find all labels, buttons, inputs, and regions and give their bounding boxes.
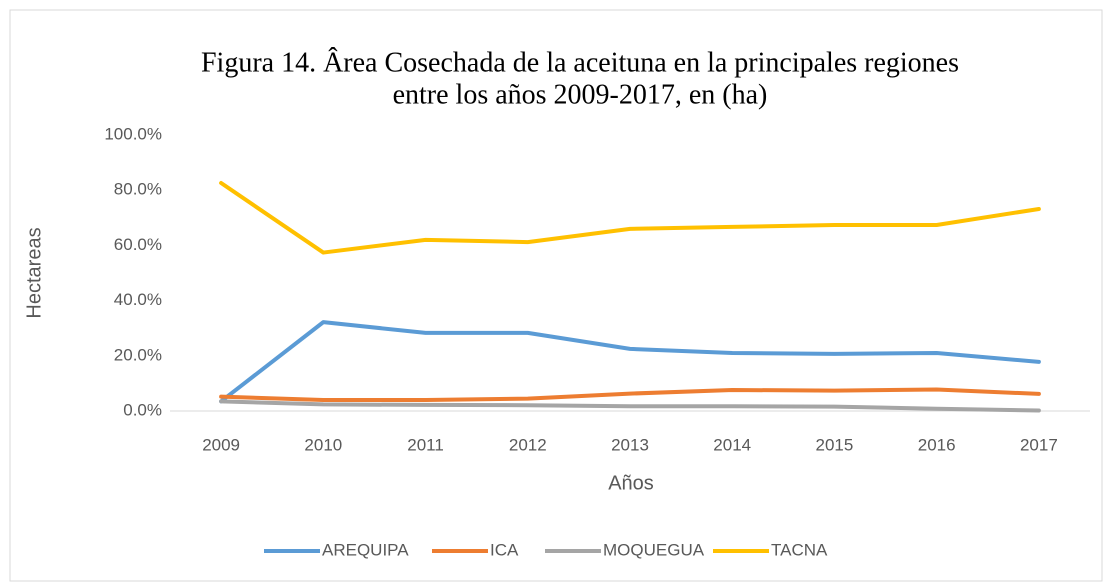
legend-label: MOQUEGUA <box>603 540 705 559</box>
x-axis-label: Años <box>608 472 654 494</box>
x-tick-label: 2015 <box>816 435 854 454</box>
legend-label: ICA <box>490 540 519 559</box>
x-tick-label: 2017 <box>1020 435 1058 454</box>
x-tick-label: 2014 <box>713 435 751 454</box>
y-tick-label: 60.0% <box>114 235 162 254</box>
y-tick-label: 80.0% <box>114 180 162 199</box>
y-axis-label: Hectareas <box>23 227 45 318</box>
x-tick-label: 2011 <box>407 435 444 454</box>
x-tick-label: 2016 <box>918 435 956 454</box>
x-tick-label: 2013 <box>611 435 649 454</box>
y-tick-label: 0.0% <box>123 400 162 419</box>
series-line <box>219 181 1041 255</box>
x-tick-label: 2010 <box>304 435 342 454</box>
legend-label: TACNA <box>771 540 828 559</box>
chart-title: Figura 14. Ârea Cosechada de la aceituna… <box>201 47 959 78</box>
y-tick-label: 20.0% <box>114 345 162 364</box>
series-line <box>219 399 1041 413</box>
series-line <box>219 387 1041 402</box>
chart-frame <box>9 9 1103 582</box>
legend-label: AREQUIPA <box>322 540 409 559</box>
y-tick-label: 40.0% <box>114 290 162 309</box>
x-tick-label: 2009 <box>202 435 240 454</box>
x-tick-label: 2012 <box>509 435 547 454</box>
chart-title: entre los años 2009-2017, en (ha) <box>393 79 768 110</box>
y-tick-label: 100.0% <box>104 124 162 143</box>
series-line <box>219 320 1041 404</box>
